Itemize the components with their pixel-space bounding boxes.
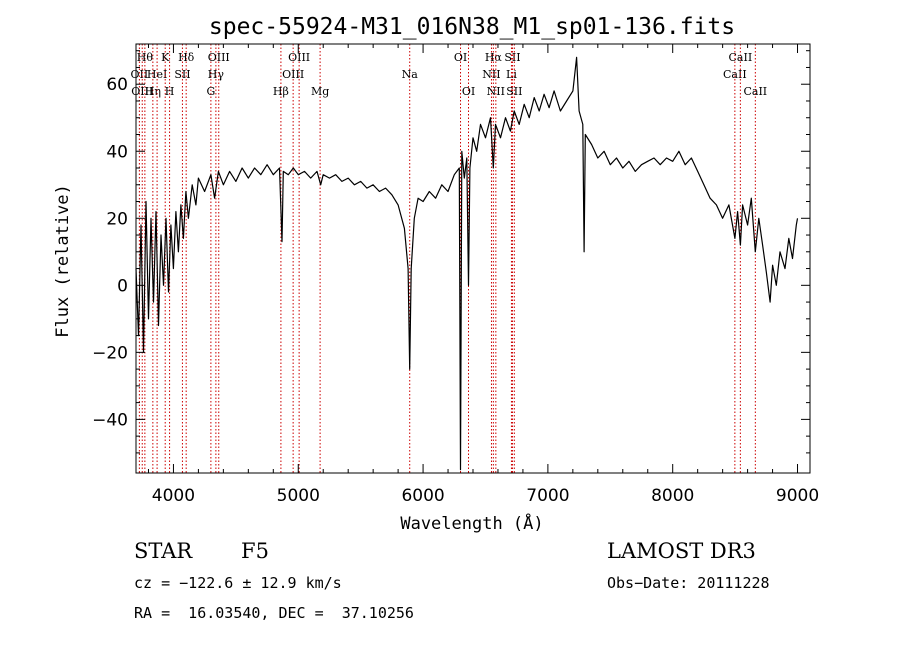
y-tick-label: 20 bbox=[106, 209, 128, 229]
chart-title: spec-55924-M31_016N38_M1_sp01-136.fits bbox=[209, 14, 735, 40]
survey-name: LAMOST DR3 bbox=[607, 539, 756, 563]
spectral-line-label: OIII bbox=[208, 51, 230, 64]
spectral-line-label: Na bbox=[402, 68, 419, 81]
spectrum-line bbox=[135, 56, 799, 471]
spectral-line-label: OIII bbox=[131, 85, 153, 98]
spectral-line-label: OII bbox=[131, 68, 149, 81]
axes-frame bbox=[135, 43, 811, 474]
spectral-line-label: H bbox=[165, 85, 175, 98]
spectral-line-label: NII bbox=[487, 85, 505, 98]
x-tick-label: 5000 bbox=[277, 486, 320, 506]
y-axis-label: Flux (relative) bbox=[53, 184, 73, 338]
obs-date: Obs−Date: 20111228 bbox=[607, 574, 770, 592]
x-tick-label: 6000 bbox=[401, 486, 444, 506]
spectral-line-label: Hγ bbox=[208, 68, 225, 81]
spectral-line-label: OI bbox=[454, 51, 467, 64]
x-tick-label: 7000 bbox=[526, 486, 569, 506]
spectral-line-label: OIII bbox=[282, 68, 304, 81]
spectral-line-label: G bbox=[206, 85, 215, 98]
spectral-line-label: SII bbox=[504, 51, 520, 64]
object-class: STAR bbox=[134, 539, 193, 563]
spectral-line-label: Mg bbox=[311, 85, 329, 98]
x-tick-label: 9000 bbox=[776, 486, 819, 506]
spectral-line-label: Li bbox=[506, 68, 517, 81]
x-tick-label: 4000 bbox=[152, 486, 195, 506]
spectral-line-label: OIII bbox=[288, 51, 310, 64]
y-tick-label: 60 bbox=[106, 75, 128, 95]
spectral-line-label: NII bbox=[482, 68, 500, 81]
spectral-line-label: Hη bbox=[145, 85, 161, 98]
spectral-line-label: HeI bbox=[147, 68, 167, 81]
spectral-line-label: SII bbox=[174, 68, 190, 81]
spectral-line-label: Hβ bbox=[273, 85, 289, 98]
spectral-line-label: Hδ bbox=[178, 51, 195, 64]
coordinates: RA = 16.03540, DEC = 37.10256 bbox=[134, 604, 414, 622]
y-tick-label: −20 bbox=[92, 343, 128, 363]
spectral-line-label: SII bbox=[506, 85, 522, 98]
plot-area: OII OIII Hθ Hη HeI K H SII Hδ G Hγ OIII Hβ OIII OIII Mg… bbox=[92, 43, 819, 506]
y-tick-label: 40 bbox=[106, 142, 128, 162]
redshift-cz: cz = −122.6 ± 12.9 km/s bbox=[134, 574, 342, 592]
object-subclass: F5 bbox=[241, 539, 269, 563]
x-axis-label: Wavelength (Å) bbox=[400, 512, 543, 534]
y-tick-label: −40 bbox=[92, 410, 128, 430]
spectral-line-label: OI bbox=[462, 85, 475, 98]
spectral-line-label: Hα bbox=[485, 51, 503, 64]
spectral-line-label: K bbox=[161, 51, 170, 64]
spectral-line-label: CaII bbox=[729, 51, 753, 64]
y-tick-label: 0 bbox=[117, 276, 128, 296]
spectral-line-label: CaII bbox=[743, 85, 767, 98]
x-tick-label: 8000 bbox=[651, 486, 694, 506]
spectral-line-label: Hθ bbox=[137, 51, 154, 64]
spectral-line-label: CaII bbox=[723, 68, 747, 81]
